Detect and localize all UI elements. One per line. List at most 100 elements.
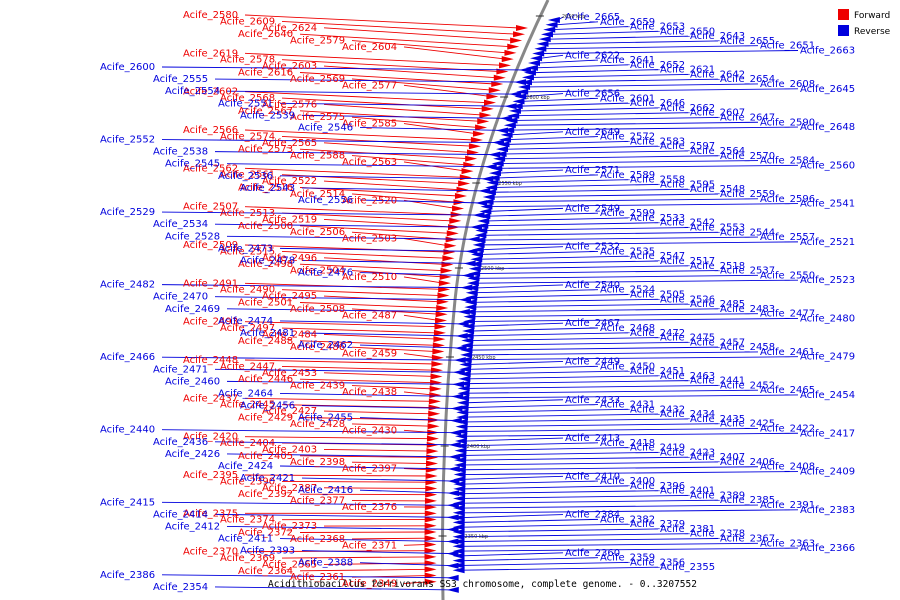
forward-gene-label: Acife_2429 — [238, 413, 293, 424]
reverse-connector — [550, 30, 659, 35]
reverse-gene-label: Acife_2564 — [690, 146, 745, 157]
reverse-connector — [537, 59, 599, 64]
forward-gene-label: Acife_2616 — [238, 68, 293, 79]
reverse-feature — [452, 533, 465, 540]
reverse-feature — [457, 394, 470, 401]
forward-gene-label: Acife_2577 — [342, 80, 397, 91]
forward-feature — [504, 49, 517, 56]
forward-connector — [351, 461, 431, 465]
reverse-connector — [214, 513, 455, 518]
legend-forward-swatch — [838, 9, 849, 20]
reverse-connector — [464, 456, 689, 461]
reverse-connector — [510, 131, 564, 136]
forward-gene-label: Acife_2508 — [290, 304, 345, 315]
forward-feature — [424, 572, 437, 579]
forward-gene-label: Acife_2488 — [238, 336, 293, 347]
forward-gene-label: Acife_2420 — [183, 432, 238, 443]
reverse-gene-label: Acife_2474 — [218, 316, 273, 327]
reverse-gene-label: Acife_2433 — [565, 395, 620, 406]
reverse-gene-label: Acife_2655 — [720, 36, 775, 47]
reverse-feature — [485, 184, 498, 191]
reverse-connector — [301, 550, 455, 555]
forward-feature — [424, 522, 437, 529]
forward-feature — [424, 541, 437, 548]
reverse-gene-label: Acife_2410 — [565, 471, 620, 482]
reverse-feature — [507, 112, 520, 119]
reverse-gene-label: Acife_2590 — [760, 117, 815, 128]
reverse-connector — [478, 270, 719, 275]
reverse-feature — [454, 447, 467, 454]
reverse-connector — [467, 384, 719, 389]
reverse-feature — [458, 380, 471, 387]
reverse-feature — [471, 251, 484, 258]
reverse-gene-label: Acife_2479 — [800, 352, 855, 363]
reverse-connector — [553, 26, 629, 31]
reverse-gene-label: Acife_2454 — [800, 390, 855, 401]
reverse-gene-label: Acife_2434 — [660, 409, 715, 420]
reverse-connector — [279, 465, 456, 470]
forward-feature — [488, 87, 501, 94]
reverse-feature — [456, 409, 469, 416]
forward-connector — [299, 531, 429, 533]
forward-connector — [281, 97, 486, 110]
forward-gene-label: Acife_2447 — [220, 361, 275, 372]
reverse-gene-label: Acife_2426 — [165, 449, 220, 460]
tick-label: 2500 kbp — [481, 266, 505, 272]
reverse-connector — [463, 461, 719, 466]
forward-gene-label: Acife_2446 — [238, 374, 293, 385]
forward-gene-label: Acife_2578 — [220, 55, 275, 66]
reverse-connector — [485, 227, 689, 231]
forward-feature — [445, 236, 458, 243]
forward-connector — [244, 206, 455, 216]
reverse-gene-label: Acife_2417 — [800, 428, 855, 439]
forward-connector — [323, 333, 438, 340]
reverse-connector — [301, 332, 464, 337]
forward-connector — [299, 225, 451, 234]
forward-feature — [499, 62, 512, 69]
reverse-connector — [462, 509, 799, 514]
forward-gene-label: Acife_2445 — [220, 400, 275, 411]
reverse-connector — [518, 107, 659, 112]
forward-gene-label: Acife_2501 — [238, 298, 293, 309]
legend-reverse-swatch — [838, 25, 849, 36]
forward-feature — [429, 392, 442, 399]
reverse-feature — [503, 122, 516, 129]
reverse-connector — [548, 35, 689, 40]
reverse-connector — [478, 265, 689, 270]
reverse-connector — [498, 169, 564, 174]
forward-connector — [403, 353, 436, 359]
reverse-connector — [474, 303, 689, 308]
forward-gene-label: Acife_2437 — [183, 393, 238, 404]
forward-connector — [281, 212, 454, 222]
forward-feature — [510, 37, 523, 44]
reverse-gene-label: Acife_2423 — [660, 447, 715, 458]
reverse-connector — [214, 296, 468, 301]
reverse-connector — [464, 437, 564, 442]
reverse-gene-label: Acife_2545 — [165, 159, 220, 170]
forward-connector — [323, 562, 429, 565]
reverse-connector — [359, 199, 484, 204]
forward-feature — [425, 460, 438, 467]
position-ticks: 2650 kbp 2600 kbp 2550 kbp 2500 kbp 2450 kbp… — [438, 14, 585, 540]
reverse-connector — [161, 284, 469, 289]
forward-gene-label: Acife_2365 — [262, 559, 317, 570]
forward-feature — [436, 305, 449, 311]
forward-gene-label: Acife_2493 — [183, 317, 238, 328]
forward-gene-label: Acife_2567 — [238, 106, 293, 117]
reverse-feature — [491, 160, 504, 167]
reverse-connector — [279, 102, 513, 107]
forward-feature — [432, 342, 445, 349]
reverse-gene-label: Acife_2548 — [690, 184, 745, 195]
tick-label: 2450 kbp — [472, 355, 496, 361]
forward-connector — [351, 116, 480, 129]
reverse-gene-label: Acife_2556 — [298, 195, 353, 206]
reverse-gene-label: Acife_2415 — [100, 497, 155, 508]
reverse-connector — [161, 574, 455, 579]
reverse-gene-label: Acife_2597 — [660, 141, 715, 152]
forward-feature — [435, 311, 448, 318]
reverse-feature — [452, 552, 465, 559]
reverse-connector — [465, 428, 759, 432]
reverse-gene-label: Acife_2473 — [218, 243, 273, 254]
reverse-gene-label: Acife_2409 — [800, 467, 855, 478]
